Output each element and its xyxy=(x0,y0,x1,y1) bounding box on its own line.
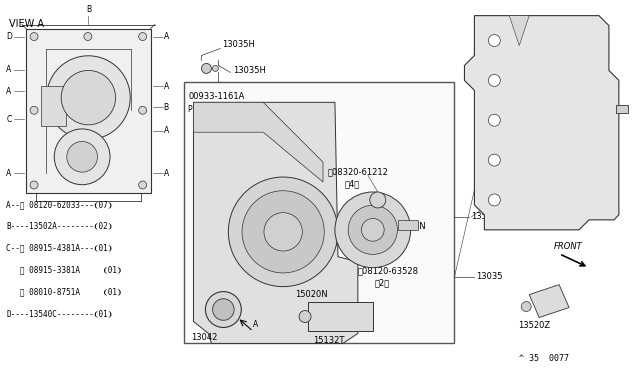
Polygon shape xyxy=(509,16,529,45)
Polygon shape xyxy=(193,102,358,343)
Text: 13520Z: 13520Z xyxy=(518,321,550,330)
Text: A: A xyxy=(164,32,169,41)
Text: FRONT: FRONT xyxy=(554,242,583,251)
Circle shape xyxy=(30,106,38,114)
Text: 13035H: 13035H xyxy=(222,40,255,49)
Circle shape xyxy=(488,74,500,86)
Circle shape xyxy=(84,33,92,41)
Text: D----13540C--------❨01❩: D----13540C--------❨01❩ xyxy=(6,310,113,318)
Circle shape xyxy=(335,192,411,268)
Text: A: A xyxy=(253,320,259,330)
Text: A: A xyxy=(6,87,12,96)
Circle shape xyxy=(205,292,241,327)
Bar xyxy=(616,105,628,113)
Circle shape xyxy=(212,299,234,320)
Text: 15015N: 15015N xyxy=(393,222,426,231)
Text: Ⓑ08120-63528: Ⓑ08120-63528 xyxy=(358,267,419,276)
Text: B: B xyxy=(164,103,169,112)
Polygon shape xyxy=(193,102,323,182)
Text: A: A xyxy=(164,81,169,91)
Bar xyxy=(184,82,454,343)
Text: ^ 35  0077: ^ 35 0077 xyxy=(519,355,569,363)
Circle shape xyxy=(139,106,147,114)
Polygon shape xyxy=(529,285,569,318)
Bar xyxy=(26,29,150,193)
Circle shape xyxy=(521,302,531,311)
Bar xyxy=(41,86,66,126)
Circle shape xyxy=(228,177,338,286)
Text: 13035: 13035 xyxy=(476,272,503,281)
Text: 13042: 13042 xyxy=(191,333,218,343)
Text: A: A xyxy=(164,126,169,135)
Text: A: A xyxy=(6,169,12,178)
Text: A--Ⓑ 08120-62033---❨07❩: A--Ⓑ 08120-62033---❨07❩ xyxy=(6,200,113,209)
Circle shape xyxy=(54,129,110,185)
Text: 13035H: 13035H xyxy=(234,66,266,75)
Text: A: A xyxy=(6,65,12,74)
Circle shape xyxy=(242,191,324,273)
Text: 13502F: 13502F xyxy=(472,212,502,221)
Polygon shape xyxy=(465,16,619,230)
Text: C: C xyxy=(6,115,12,124)
Circle shape xyxy=(202,64,211,73)
Text: PLUG プラグ（1）: PLUG プラグ（1） xyxy=(189,104,239,113)
Circle shape xyxy=(139,181,147,189)
Text: B: B xyxy=(86,4,91,14)
Circle shape xyxy=(30,181,38,189)
Text: 15132T: 15132T xyxy=(313,336,344,346)
Text: D: D xyxy=(6,32,12,41)
Circle shape xyxy=(299,311,311,323)
Circle shape xyxy=(212,65,218,71)
Circle shape xyxy=(348,205,397,254)
Circle shape xyxy=(362,218,384,241)
Circle shape xyxy=(139,33,147,41)
Circle shape xyxy=(488,114,500,126)
Text: VIEW A: VIEW A xyxy=(9,19,44,29)
Circle shape xyxy=(264,213,302,251)
Text: Ⓦ 08915-3381A     ❨01❩: Ⓦ 08915-3381A ❨01❩ xyxy=(6,266,122,275)
Circle shape xyxy=(47,56,130,140)
Bar xyxy=(308,302,373,331)
Text: B----13502A--------❨02❩: B----13502A--------❨02❩ xyxy=(6,222,113,231)
Circle shape xyxy=(61,70,116,125)
Text: A: A xyxy=(164,169,169,178)
Text: C--Ⓦ 08915-4381A---❨01❩: C--Ⓦ 08915-4381A---❨01❩ xyxy=(6,244,113,253)
Circle shape xyxy=(488,35,500,46)
Circle shape xyxy=(30,33,38,41)
Text: （4）: （4） xyxy=(345,179,360,188)
Text: （2）: （2） xyxy=(375,279,390,288)
Text: 15020N: 15020N xyxy=(295,290,328,299)
Text: Ⓑ 08010-8751A     ❨01❩: Ⓑ 08010-8751A ❨01❩ xyxy=(6,288,122,296)
Bar xyxy=(397,220,418,230)
Circle shape xyxy=(67,141,97,172)
Circle shape xyxy=(488,194,500,206)
Circle shape xyxy=(488,154,500,166)
Text: Ⓝ08320-61212: Ⓝ08320-61212 xyxy=(328,167,389,176)
Circle shape xyxy=(370,192,386,208)
Text: 00933-1161A: 00933-1161A xyxy=(189,92,245,101)
